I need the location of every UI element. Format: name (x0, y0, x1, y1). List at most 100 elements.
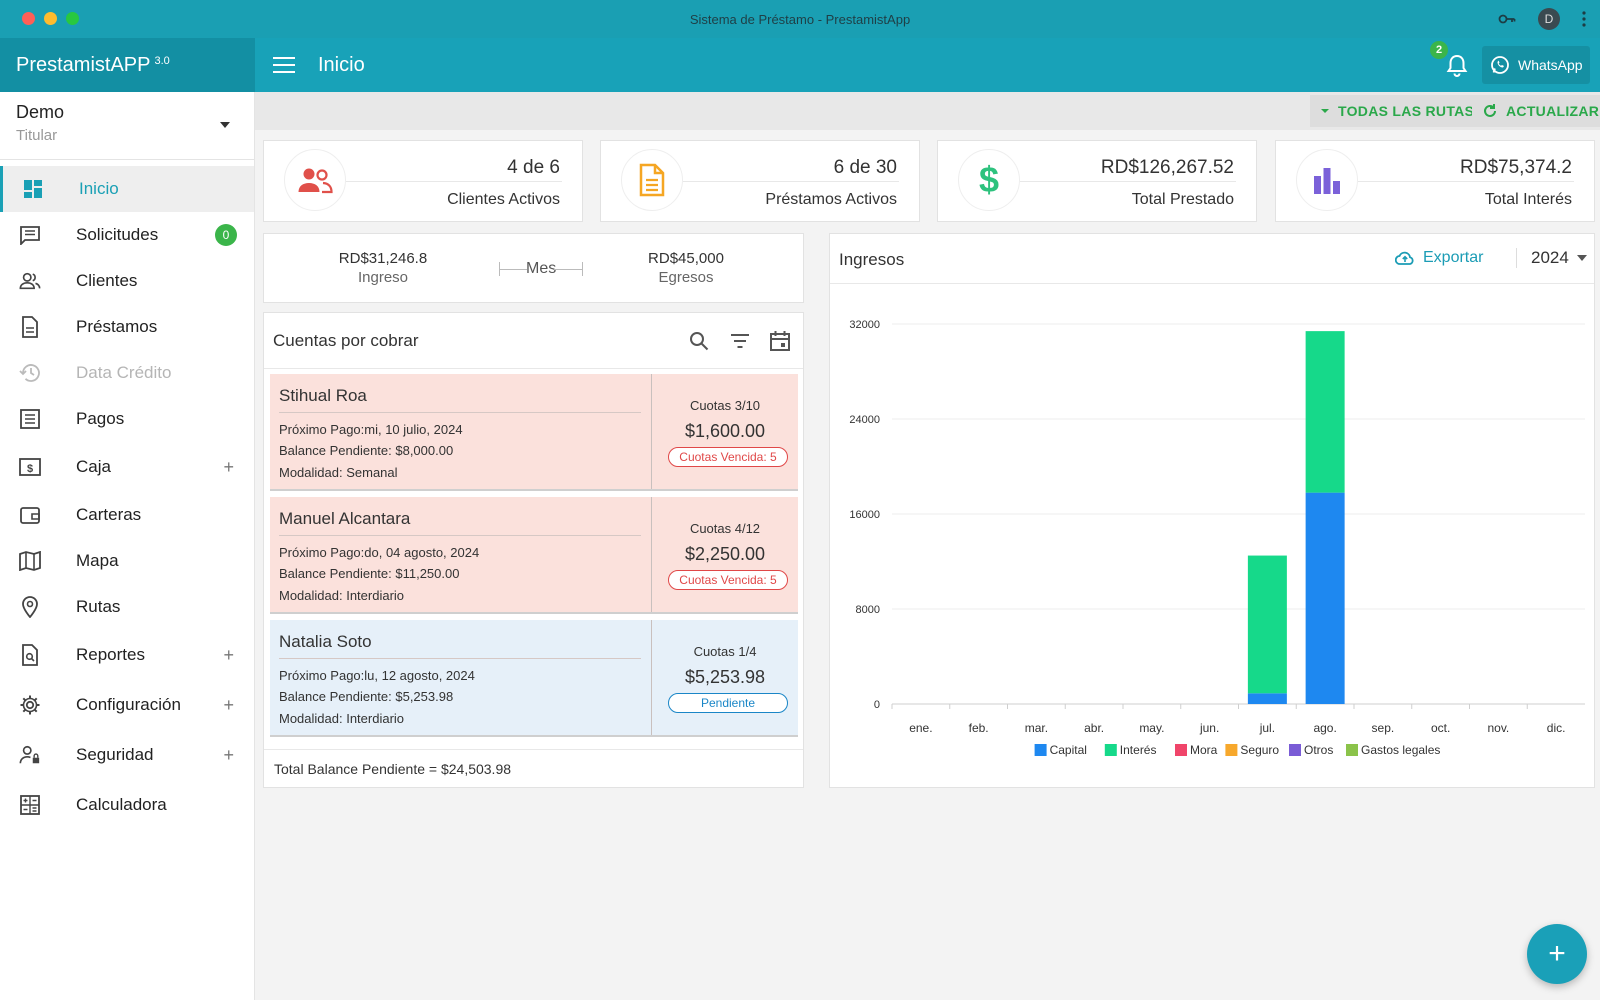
user-selector[interactable]: Demo Titular (0, 92, 254, 160)
stat-card-clientes: 4 de 6 Clientes Activos (263, 140, 583, 222)
client-name: Manuel Alcantara (279, 509, 411, 528)
dashboard-icon (22, 178, 44, 200)
x-tick-label: feb. (969, 721, 989, 735)
sidebar-item-solicitudes[interactable]: Solicitudes 0 (0, 212, 254, 258)
y-tick-label: 0 (874, 699, 880, 711)
minimize-window-button[interactable] (44, 12, 57, 25)
legend-swatch (1289, 744, 1301, 756)
sidebar-item-inicio[interactable]: Inicio (0, 166, 254, 212)
expand-plus-icon[interactable]: + (223, 456, 234, 477)
income-chart-panel: Ingresos Exportar 2024 0 8000 16000 24000 32… (829, 233, 1595, 788)
y-tick-label: 8000 (856, 604, 880, 616)
income-amount: RD$31,246.8 (338, 250, 428, 267)
sidebar-item-calculadora[interactable]: Calculadora (0, 782, 254, 828)
all-routes-button[interactable]: TODAS LAS RUTAS (1310, 95, 1485, 127)
sidebar-item-data-credito[interactable]: Data Crédito (0, 350, 254, 396)
chart-title: Ingresos (839, 250, 905, 269)
status-badge: Cuotas Vencida: 5 (668, 570, 788, 590)
whatsapp-button[interactable]: WhatsApp (1482, 46, 1590, 84)
filter-icon[interactable] (729, 330, 751, 352)
sidebar-item-configuracion[interactable]: Configuración + (0, 682, 254, 728)
sidebar-item-label: Data Crédito (76, 363, 172, 382)
sidebar-item-caja[interactable]: $ Caja + (0, 444, 254, 490)
sidebar-item-reportes[interactable]: Reportes + (0, 632, 254, 678)
action-toolbar: TODAS LAS RUTAS ACTUALIZAR (255, 92, 1600, 130)
next-payment: Próximo Pago:lu, 12 agosto, 2024 (279, 668, 475, 683)
period-label: Mes (526, 260, 557, 277)
refresh-icon (1484, 104, 1496, 117)
close-window-button[interactable] (22, 12, 35, 25)
x-tick-label: mar. (1025, 721, 1048, 735)
stat-value: RD$126,267.52 (1100, 157, 1234, 178)
sidebar-item-label: Pagos (76, 409, 125, 428)
legend-swatch (1034, 744, 1047, 756)
bell-icon[interactable] (1444, 52, 1470, 78)
sidebar-item-pagos[interactable]: Pagos (0, 396, 254, 442)
pending-balance: Balance Pendiente: $11,250.00 (279, 566, 460, 581)
brand-name: PrestamistAPP (16, 53, 151, 76)
sidebar: Demo Titular Inicio Solicitudes 0 Client… (0, 92, 255, 1000)
caret-down-icon (220, 122, 230, 128)
x-tick-label: oct. (1431, 721, 1450, 735)
sidebar-item-label: Mapa (76, 551, 119, 570)
y-tick-label: 32000 (849, 319, 880, 331)
sidebar-item-seguridad[interactable]: Seguridad + (0, 732, 254, 778)
user-role: Titular (16, 127, 58, 144)
users-icon (19, 270, 41, 292)
legend-label: Capital (1050, 743, 1087, 757)
sidebar-item-label: Carteras (76, 505, 142, 524)
stat-label: Clientes Activos (447, 191, 560, 208)
key-icon[interactable] (1498, 12, 1516, 26)
add-fab-button[interactable]: + (1527, 924, 1587, 984)
sidebar-item-label: Préstamos (76, 317, 158, 336)
expand-plus-icon[interactable]: + (223, 694, 234, 715)
list-item[interactable]: Natalia Soto Próximo Pago:lu, 12 agosto,… (270, 620, 798, 737)
x-tick-label: jun. (1199, 721, 1219, 735)
all-routes-label: TODAS LAS RUTAS (1338, 103, 1475, 119)
expand-plus-icon[interactable]: + (223, 744, 234, 765)
report-search-icon (19, 644, 41, 666)
list-item[interactable]: Manuel Alcantara Próximo Pago:do, 04 ago… (270, 497, 798, 614)
chat-icon (19, 224, 41, 246)
svg-text:$: $ (979, 161, 999, 199)
stat-value: RD$75,374.2 (1460, 157, 1572, 178)
dollar-icon: $ (958, 149, 1020, 211)
user-name: Demo (16, 102, 65, 122)
caret-down-icon (1576, 255, 1587, 261)
legend-label: Seguro (1240, 743, 1279, 757)
avatar[interactable]: D (1538, 8, 1560, 30)
zoom-window-button[interactable] (66, 12, 79, 25)
bar-capital-jul (1247, 693, 1287, 704)
stat-card-prestamos: 6 de 30 Préstamos Activos (600, 140, 920, 222)
total-pending-balance: Total Balance Pendiente = $24,503.98 (264, 749, 803, 787)
sidebar-item-mapa[interactable]: Mapa (0, 538, 254, 584)
sidebar-item-rutas[interactable]: Rutas (0, 584, 254, 630)
refresh-label: ACTUALIZAR (1506, 103, 1600, 119)
x-tick-label: nov. (1487, 721, 1509, 735)
calendar-icon[interactable] (769, 330, 791, 352)
status-badge: Pendiente (668, 693, 788, 713)
notification-count-badge: 2 (1430, 41, 1448, 59)
export-button[interactable]: Exportar (1395, 249, 1483, 267)
payment-mode: Modalidad: Interdiario (279, 711, 405, 726)
x-tick-label: dic. (1547, 721, 1566, 735)
pending-balance: Balance Pendiente: $8,000.00 (279, 443, 454, 458)
next-payment: Próximo Pago:do, 04 agosto, 2024 (279, 545, 480, 560)
expand-plus-icon[interactable]: + (223, 644, 234, 665)
more-vertical-icon[interactable] (1582, 11, 1586, 27)
menu-icon[interactable] (273, 57, 295, 73)
sidebar-item-prestamos[interactable]: Préstamos (0, 304, 254, 350)
x-tick-label: jul. (1259, 721, 1275, 735)
sidebar-item-clientes[interactable]: Clientes (0, 258, 254, 304)
list-item[interactable]: Stihual Roa Próximo Pago:mi, 10 julio, 2… (270, 374, 798, 491)
x-tick-label: sep. (1372, 721, 1395, 735)
panel-title: Cuentas por cobrar (273, 331, 419, 350)
user-lock-icon (19, 744, 41, 766)
installment-amount: $2,250.00 (684, 544, 766, 564)
sidebar-item-carteras[interactable]: Carteras (0, 492, 254, 538)
year-select[interactable]: 2024 (1516, 248, 1587, 268)
refresh-button[interactable]: ACTUALIZAR (1472, 95, 1600, 127)
history-icon (19, 362, 41, 384)
stat-value: 6 de 30 (833, 157, 897, 178)
search-icon[interactable] (688, 330, 710, 352)
